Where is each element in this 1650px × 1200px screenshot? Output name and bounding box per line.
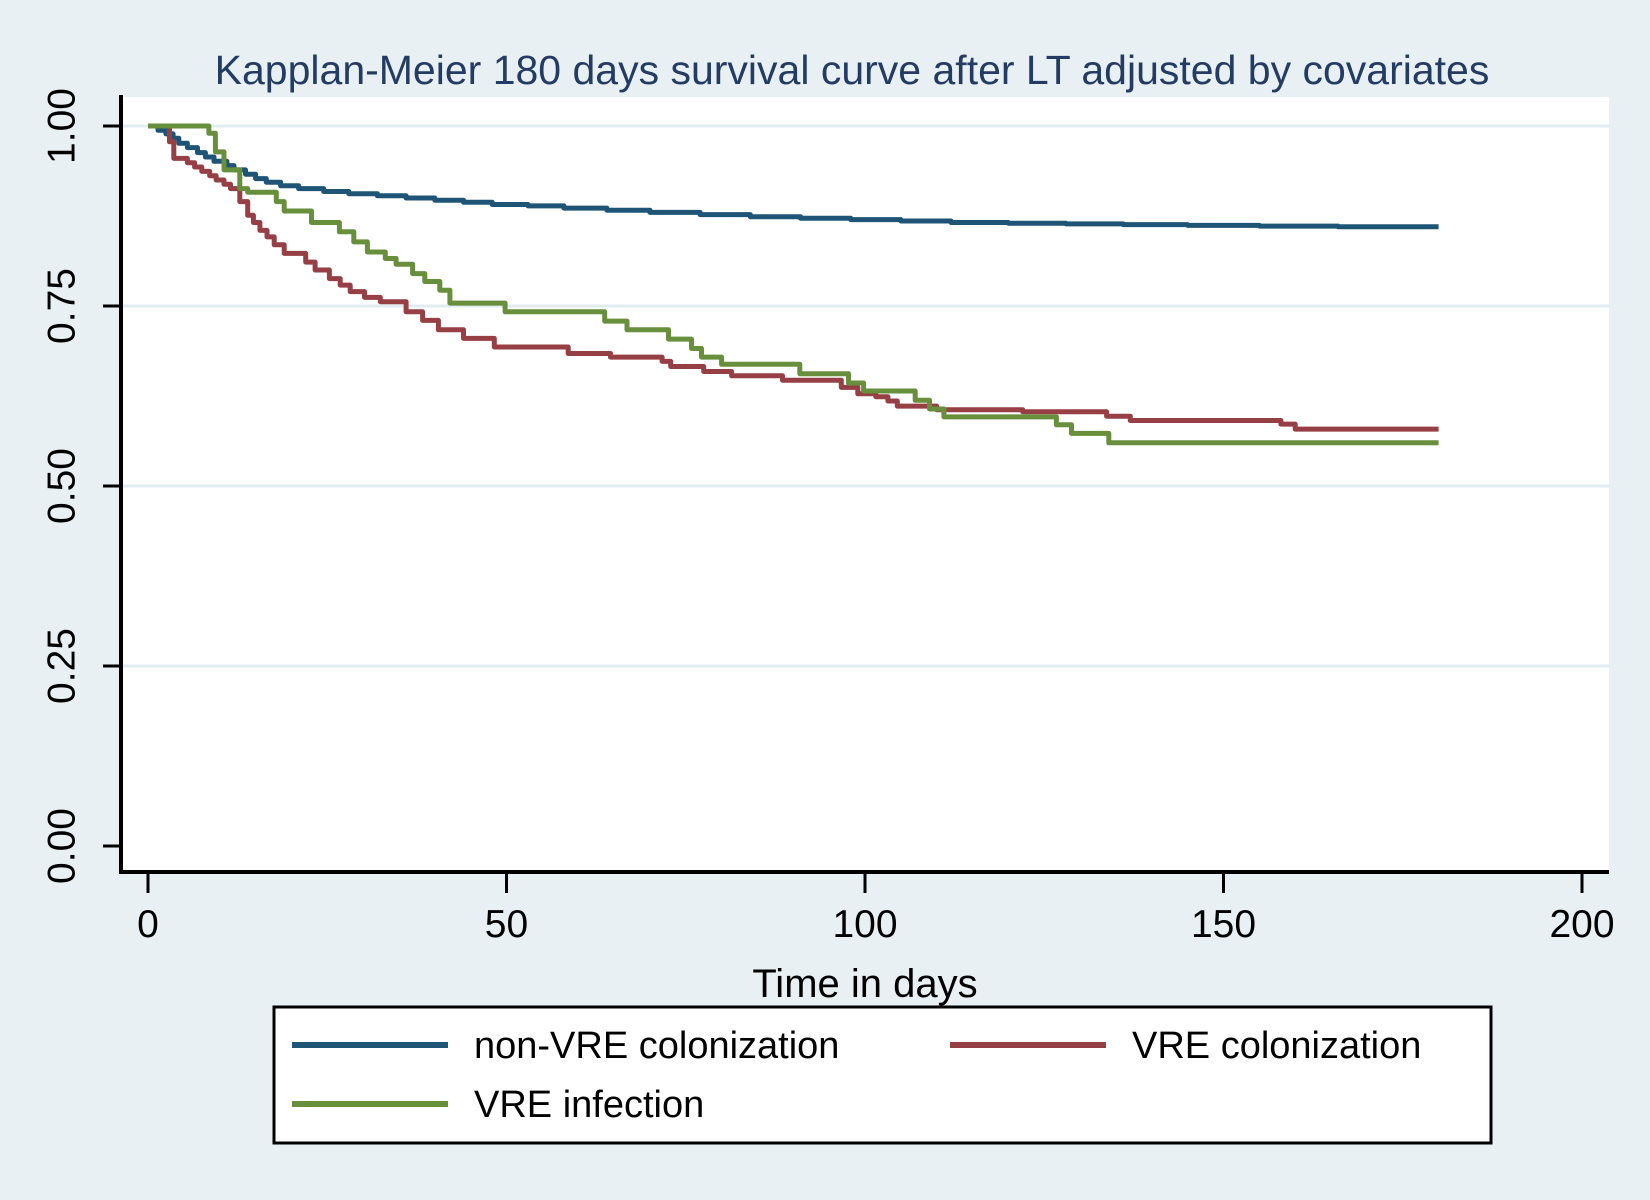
survival-curve-vre-colonization — [148, 123, 1439, 432]
survival-curves — [148, 123, 1439, 446]
legend-label-vre-infection: VRE infection — [474, 1084, 704, 1126]
x-tick-label: 200 — [1549, 903, 1614, 946]
legend-label-non-vre-colonization: non-VRE colonization — [474, 1025, 839, 1067]
gridlines — [121, 124, 1609, 668]
legend-frame — [272, 1005, 1493, 1145]
x-tick-label: 100 — [832, 903, 897, 946]
legend-item: VRE colonization — [950, 1025, 1421, 1067]
legend-item: non-VRE colonization — [292, 1025, 839, 1067]
x-tick-label: 0 — [137, 903, 159, 946]
survival-curve-vre-infection — [148, 123, 1439, 446]
y-tick-label: 0.75 — [41, 268, 84, 344]
y-tick-label: 0.00 — [41, 808, 84, 884]
legend-label-vre-colonization: VRE colonization — [1132, 1025, 1421, 1067]
x-axis-ticks: 0 50 100 150 200 — [137, 872, 1615, 946]
y-axis-ticks: 1.00 0.75 0.50 0.25 0.00 — [41, 88, 121, 884]
x-tick-label: 50 — [485, 903, 528, 946]
x-axis-label: Time in days — [752, 962, 977, 1006]
y-tick-label: 1.00 — [41, 88, 84, 164]
x-tick-label: 150 — [1191, 903, 1256, 946]
chart-title: Kapplan-Meier 180 days survival curve af… — [215, 47, 1490, 93]
survival-curve-non-vre-colonization — [148, 123, 1439, 230]
legend-item: VRE infection — [292, 1084, 704, 1126]
y-tick-label: 0.25 — [41, 628, 84, 704]
y-tick-label: 0.50 — [41, 448, 84, 524]
legend-box: non-VRE colonization VRE colonization VR… — [272, 1005, 1493, 1145]
